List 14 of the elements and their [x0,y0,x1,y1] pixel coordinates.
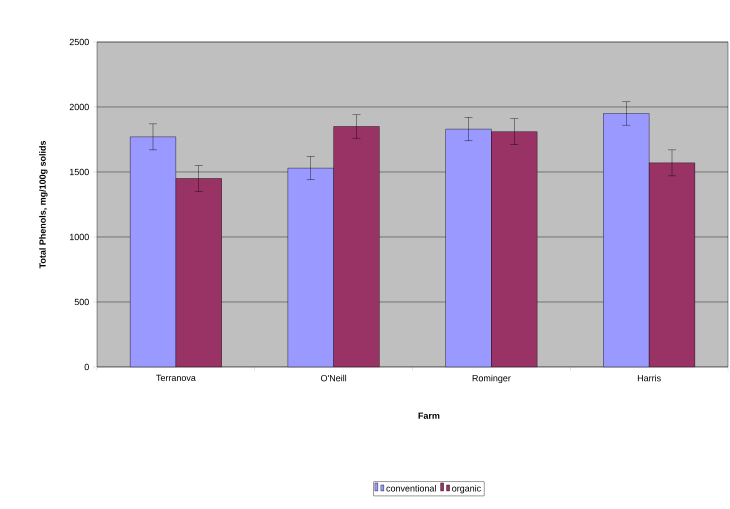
y-tick-label: 2500 [70,38,89,46]
y-tick-label: 2000 [70,104,89,110]
y-tick-label: 0 [84,364,89,370]
x-axis-title: Farm [418,412,440,419]
legend-label: conventional [386,484,436,492]
y-tick-label: 1500 [70,168,89,176]
x-tick-label: Harris [638,374,661,382]
y-tick-label: 1000 [70,234,89,240]
y-axis-title: Total Phenols, mg/100g solids [39,140,48,268]
legend-label: organic [452,484,481,494]
x-tick-label: O'Neill [320,374,346,382]
x-tick-label: Rominger [472,374,511,384]
y-tick-label: 500 [74,298,89,306]
x-tick-label: Terranova [156,374,196,382]
